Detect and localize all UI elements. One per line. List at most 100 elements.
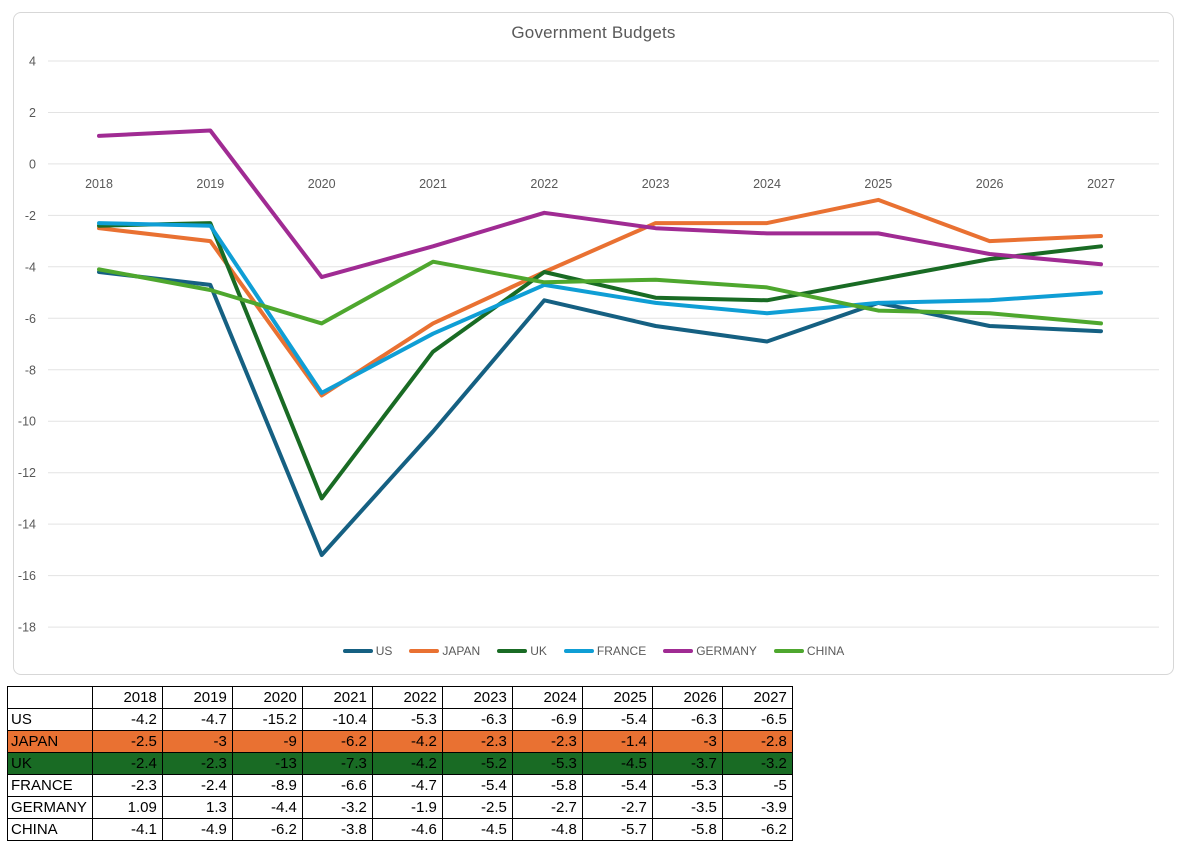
value-cell[interactable]: -3.8 [301, 818, 373, 841]
table-year-header[interactable]: 2019 [161, 686, 233, 709]
y-tick-label: -2 [25, 209, 36, 223]
row-label-cell[interactable]: JAPAN [7, 730, 93, 753]
value-cell[interactable]: -5.3 [651, 774, 723, 797]
value-cell[interactable]: -2.4 [161, 774, 233, 797]
value-cell[interactable]: -4.9 [161, 818, 233, 841]
legend-item-france[interactable]: FRANCE [563, 644, 646, 658]
table-year-header[interactable]: 2026 [651, 686, 723, 709]
value-cell[interactable]: -4.7 [371, 774, 443, 797]
value-cell[interactable]: -5.2 [441, 752, 513, 775]
series-line-germany [97, 128, 1103, 280]
x-tick-label: 2019 [196, 177, 224, 191]
legend-line-swatch [409, 648, 440, 654]
table-year-header[interactable]: 2020 [231, 686, 303, 709]
row-label-cell[interactable]: FRANCE [7, 774, 93, 797]
value-cell[interactable]: -6.9 [511, 708, 583, 731]
value-cell[interactable]: -6.3 [441, 708, 513, 731]
value-cell[interactable]: -4.2 [371, 730, 443, 753]
y-tick-label: 2 [29, 106, 36, 120]
y-tick-label: -16 [18, 569, 36, 583]
table-year-header[interactable]: 2018 [91, 686, 163, 709]
legend-item-us[interactable]: US [342, 644, 392, 658]
value-cell[interactable]: -4.1 [91, 818, 163, 841]
legend-line-swatch [563, 648, 594, 654]
value-cell[interactable]: -9 [231, 730, 303, 753]
value-cell[interactable]: -2.3 [441, 730, 513, 753]
value-cell[interactable]: -3.7 [651, 752, 723, 775]
value-cell[interactable]: -2.8 [721, 730, 793, 753]
value-cell[interactable]: -10.4 [301, 708, 373, 731]
row-label-cell[interactable]: UK [7, 752, 93, 775]
value-cell[interactable]: 1.3 [161, 796, 233, 819]
value-cell[interactable]: -6.3 [651, 708, 723, 731]
value-cell[interactable]: -4.2 [371, 752, 443, 775]
value-cell[interactable]: -6.2 [301, 730, 373, 753]
row-label-cell[interactable]: GERMANY [7, 796, 93, 819]
x-tick-label: 2023 [642, 177, 670, 191]
table-row-us: US -4.2 -4.7 -15.2 -10.4 -5.3 -6.3 -6.9 -5.4 -6.3… [7, 708, 793, 731]
value-cell[interactable]: -5.7 [581, 818, 653, 841]
value-cell[interactable]: -2.5 [91, 730, 163, 753]
value-cell[interactable]: -5.4 [581, 708, 653, 731]
y-tick-label: -4 [25, 260, 36, 274]
value-cell[interactable]: -3.5 [651, 796, 723, 819]
value-cell[interactable]: -3 [161, 730, 233, 753]
value-cell[interactable]: -4.5 [441, 818, 513, 841]
value-cell[interactable]: -4.2 [91, 708, 163, 731]
legend-line-swatch [663, 648, 694, 654]
table-year-header[interactable]: 2027 [721, 686, 793, 709]
value-cell[interactable]: -15.2 [231, 708, 303, 731]
value-cell[interactable]: -8.9 [231, 774, 303, 797]
value-cell[interactable]: -4.4 [231, 796, 303, 819]
y-tick-label: -14 [18, 518, 36, 532]
value-cell[interactable]: -2.7 [581, 796, 653, 819]
table-year-header[interactable]: 2023 [441, 686, 513, 709]
value-cell[interactable]: -5.3 [371, 708, 443, 731]
value-cell[interactable]: -4.8 [511, 818, 583, 841]
value-cell[interactable]: -3 [651, 730, 723, 753]
value-cell[interactable]: -6.5 [721, 708, 793, 731]
value-cell[interactable]: -13 [231, 752, 303, 775]
row-label-cell[interactable]: CHINA [7, 818, 93, 841]
value-cell[interactable]: -6.2 [721, 818, 793, 841]
y-tick-label: -18 [18, 621, 36, 635]
chart-card[interactable]: Government Budgets 4 2 0 -2 -4 -6 -8 -10 -12 -14 -… [13, 12, 1174, 675]
value-cell[interactable]: -2.4 [91, 752, 163, 775]
value-cell[interactable]: -4.6 [371, 818, 443, 841]
value-cell[interactable]: -2.3 [91, 774, 163, 797]
table-year-header[interactable]: 2024 [511, 686, 583, 709]
value-cell[interactable]: -2.7 [511, 796, 583, 819]
table-corner-cell[interactable] [7, 686, 93, 709]
table-year-header[interactable]: 2022 [371, 686, 443, 709]
value-cell[interactable]: -2.3 [161, 752, 233, 775]
value-cell[interactable]: -2.3 [511, 730, 583, 753]
value-cell[interactable]: -3.9 [721, 796, 793, 819]
x-tick-label: 2027 [1087, 177, 1115, 191]
value-cell[interactable]: 1.09 [91, 796, 163, 819]
value-cell[interactable]: -4.5 [581, 752, 653, 775]
value-cell[interactable]: -5.8 [511, 774, 583, 797]
value-cell[interactable]: -7.3 [301, 752, 373, 775]
value-cell[interactable]: -3.2 [721, 752, 793, 775]
value-cell[interactable]: -5.4 [581, 774, 653, 797]
legend-item-germany[interactable]: GERMANY [663, 644, 757, 658]
value-cell[interactable]: -4.7 [161, 708, 233, 731]
value-cell[interactable]: -6.6 [301, 774, 373, 797]
value-cell[interactable]: -5 [721, 774, 793, 797]
value-cell[interactable]: -1.4 [581, 730, 653, 753]
value-cell[interactable]: -5.3 [511, 752, 583, 775]
value-cell[interactable]: -3.2 [301, 796, 373, 819]
value-cell[interactable]: -2.5 [441, 796, 513, 819]
legend-line-swatch [497, 648, 528, 654]
row-label-cell[interactable]: US [7, 708, 93, 731]
chart-title: Government Budgets [511, 23, 676, 42]
value-cell[interactable]: -6.2 [231, 818, 303, 841]
value-cell[interactable]: -1.9 [371, 796, 443, 819]
table-year-header[interactable]: 2021 [301, 686, 373, 709]
legend-item-china[interactable]: CHINA [773, 644, 844, 658]
table-year-header[interactable]: 2025 [581, 686, 653, 709]
legend-item-japan[interactable]: JAPAN [409, 644, 480, 658]
legend-item-uk[interactable]: UK [497, 644, 547, 658]
value-cell[interactable]: -5.4 [441, 774, 513, 797]
value-cell[interactable]: -5.8 [651, 818, 723, 841]
